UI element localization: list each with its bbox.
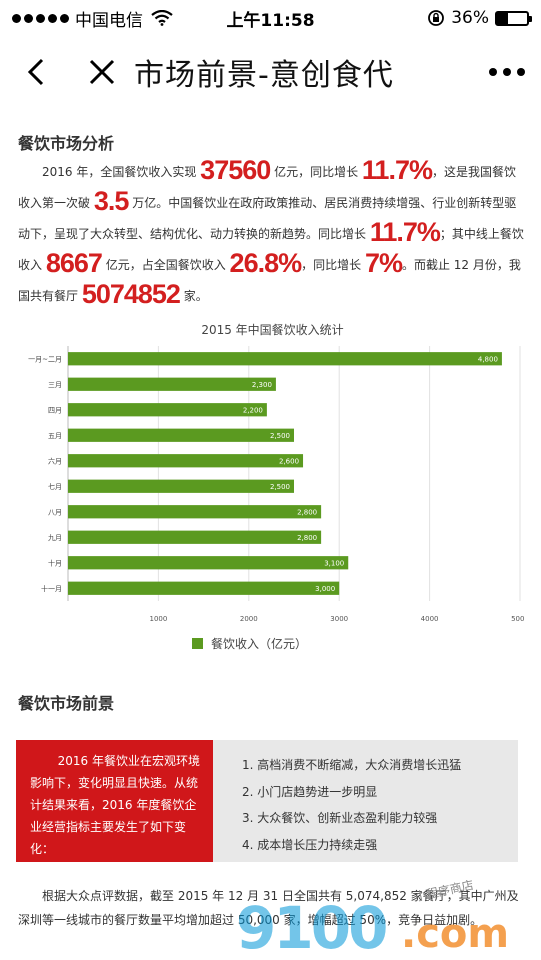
bar (68, 530, 322, 544)
text-segment: 万亿。中国餐饮业在政府政策推动、居民消费持续增强、行业创新转型驱动下，呈现了大众… (18, 196, 517, 241)
close-icon (89, 59, 115, 85)
x-tick-label: 3000 (330, 615, 348, 623)
section-title-market-outlook: 餐饮市场前景 (18, 694, 115, 713)
x-tick-label: 1000 (149, 615, 167, 623)
signal-strength-icon (12, 13, 69, 23)
list-item: 4. 成本增长压力持续走强 (242, 837, 378, 852)
bar (68, 581, 340, 595)
legend-label: 餐饮收入（亿元） (211, 637, 308, 651)
outlook-intro: 2016 年餐饮业在宏观环境影响下，变化明显且快速。从统计结果来看，2016 年… (16, 740, 213, 862)
highlight-number: 26.8% (229, 248, 303, 278)
close-button[interactable] (82, 52, 122, 92)
carrier-name: 中国电信 (75, 10, 143, 31)
highlight-number: 5074852 (81, 279, 181, 309)
legend-swatch (192, 638, 203, 649)
section-title-market-analysis: 餐饮市场分析 (18, 134, 115, 153)
text-segment: ，这是我国餐饮收入第一次破 (18, 165, 516, 210)
back-button[interactable] (16, 52, 56, 92)
text-segment: 2016 年，全国餐饮收入实现 (42, 165, 201, 179)
data-label: 2,500 (270, 483, 290, 491)
data-label: 2,800 (297, 508, 317, 516)
y-tick-label: 七月 (48, 482, 62, 491)
data-label: 4,800 (478, 355, 498, 363)
more-options-button[interactable] (489, 68, 525, 76)
list-item: 2. 小门店趋势进一步明显 (242, 784, 378, 799)
bar (68, 454, 304, 468)
y-tick-label: 一月~二月 (28, 355, 62, 363)
chart-legend: 餐饮收入（亿元） (192, 635, 307, 652)
x-tick-label: 4000 (421, 615, 439, 623)
text-segment: 亿元，占全国餐饮收入 (101, 258, 230, 272)
text-segment: 。而截止 12 月份，我国共有餐厅 (18, 258, 521, 303)
y-tick-label: 十月 (48, 558, 62, 567)
bar (68, 556, 349, 570)
status-bar: 中国电信 上午11:58 36% (0, 0, 541, 36)
data-label: 2,200 (243, 406, 263, 414)
wifi-icon (151, 10, 173, 26)
chart-svg: 1000 2000 3000 4000 5000 一月~二月 4,800 三月 2,300 四月 2… (28, 346, 525, 623)
y-tick-label: 八月 (48, 508, 62, 516)
highlight-number: 7% (364, 248, 403, 278)
page-title: 市场前景-意创食代 (134, 58, 394, 93)
highlight-number: 11.7% (369, 217, 441, 247)
y-tick-label: 三月 (48, 381, 62, 389)
bar (68, 403, 267, 417)
highlight-number: 8667 (45, 248, 103, 278)
outlook-box: 2016 年餐饮业在宏观环境影响下，变化明显且快速。从统计结果来看，2016 年… (16, 740, 518, 862)
data-label: 3,000 (315, 585, 335, 593)
text-segment: 家。 (179, 289, 208, 303)
data-label: 2,500 (270, 432, 290, 440)
statistics-paragraph: 根据大众点评数据，截至 2015 年 12 月 31 日全国共有 5,074,8… (18, 889, 519, 927)
y-tick-label: 四月 (48, 406, 62, 414)
bar (68, 377, 276, 391)
data-label: 2,600 (279, 457, 299, 465)
y-tick-label: 十一月 (41, 584, 62, 593)
revenue-bar-chart: 1000 2000 3000 4000 5000 一月~二月 4,800 三月 2,300 四月 2… (20, 316, 525, 661)
x-tick-label: 2000 (240, 615, 258, 623)
y-tick-label: 五月 (48, 432, 62, 440)
back-arrow-icon (27, 58, 44, 86)
highlight-number: 11.7% (361, 155, 433, 185)
data-label: 2,800 (297, 534, 317, 542)
chart-title: 2015 年中国餐饮收入统计 (201, 323, 344, 337)
highlight-number: 3.5 (93, 186, 130, 216)
data-label: 3,100 (324, 559, 344, 567)
list-item: 3. 大众餐饮、创新业态盈利能力较强 (242, 811, 438, 825)
data-label: 2,300 (252, 381, 272, 389)
text-segment: 亿元，同比增长 (270, 165, 362, 179)
y-tick-label: 九月 (48, 533, 62, 542)
text-segment: ，同比增长 (301, 258, 365, 272)
battery-icon (495, 10, 532, 26)
y-tick-label: 六月 (48, 456, 62, 465)
x-tick-label: 5000 (511, 615, 525, 623)
outlook-list: 1. 高档消费不断缩减，大众消费增长迅猛 2. 小门店趋势进一步明显 3. 大众… (242, 752, 461, 858)
bar (68, 505, 322, 519)
bar (68, 479, 294, 493)
bar (68, 428, 294, 442)
nav-bar: 市场前景-意创食代 (0, 36, 541, 108)
highlight-number: 37560 (200, 155, 271, 185)
list-item: 1. 高档消费不断缩减，大众消费增长迅猛 (242, 758, 462, 772)
text-segment: ；其中线上餐饮收入 (18, 227, 524, 272)
rotation-lock-icon (428, 10, 445, 26)
bar (68, 352, 502, 366)
market-analysis-paragraph: 2016 年，全国餐饮收入实现 37560 亿元，同比增长 11.7%，这是我国… (18, 156, 526, 311)
battery-percent: 36% (451, 8, 489, 28)
